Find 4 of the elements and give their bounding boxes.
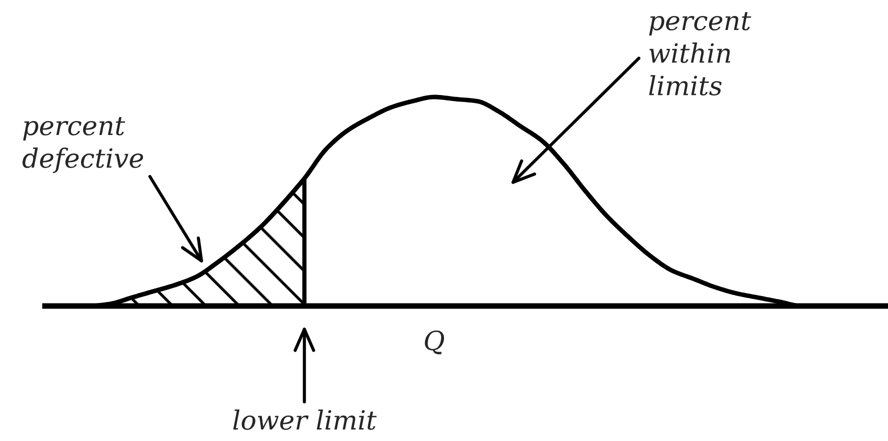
- text: lower limit: [233, 409, 377, 430]
- x-axis-title: Q: [424, 330, 444, 354]
- annotation: percent defective: [22, 117, 144, 174]
- text: percent within limits: [649, 12, 752, 96]
